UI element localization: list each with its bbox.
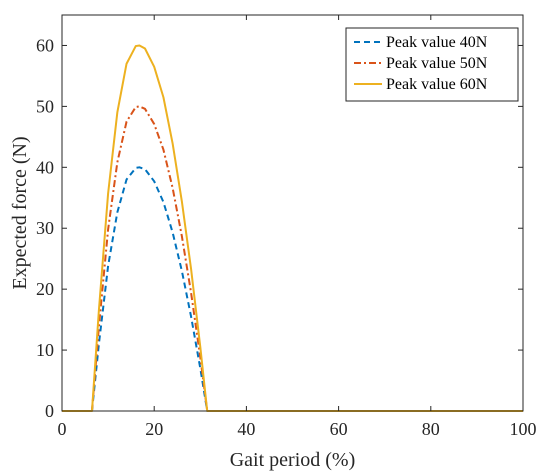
x-tick-label: 0 xyxy=(58,419,67,439)
series-line-2 xyxy=(62,105,523,412)
legend-label-3: Peak value 60N xyxy=(386,76,488,93)
y-tick-label: 10 xyxy=(36,340,54,360)
series-line-3 xyxy=(62,44,523,412)
x-tick-label: 80 xyxy=(422,419,440,439)
y-tick-label: 50 xyxy=(36,96,54,116)
y-tick-label: 20 xyxy=(36,279,54,299)
y-tick-label: 60 xyxy=(36,35,54,55)
series-layer xyxy=(62,44,523,412)
x-tick-label: 100 xyxy=(510,419,537,439)
axes-layer xyxy=(61,14,524,412)
ticks-layer: 0 20 40 60 80 100 0 10 20 30 40 50 60 xyxy=(36,15,537,439)
x-tick-label: 20 xyxy=(145,419,163,439)
y-tick-label: 40 xyxy=(36,157,54,177)
y-tick-label: 30 xyxy=(36,218,54,238)
legend-box xyxy=(345,27,519,102)
y-axis-label: Expected force (N) xyxy=(9,136,31,289)
x-tick-label: 40 xyxy=(237,419,255,439)
x-tick-label: 60 xyxy=(330,419,348,439)
x-axis-label: Gait period (%) xyxy=(230,449,356,471)
legend: Peak value 40N Peak value 50N Peak value 6… xyxy=(345,27,519,102)
legend-label-1: Peak value 40N xyxy=(386,34,488,51)
legend-label-2: Peak value 50N xyxy=(386,55,488,72)
axes-box xyxy=(61,14,524,412)
y-tick-label: 0 xyxy=(45,401,54,421)
series-line-1 xyxy=(62,166,523,412)
